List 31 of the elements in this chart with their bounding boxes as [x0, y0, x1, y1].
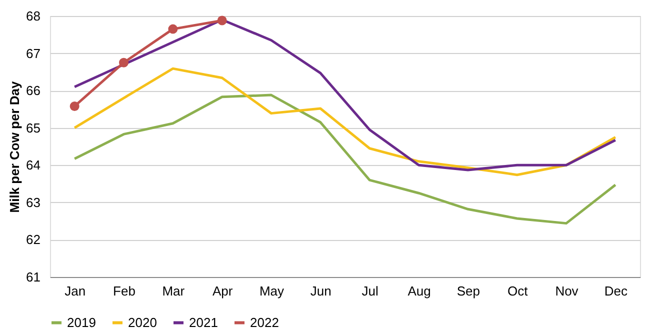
legend-label: 2019 [67, 314, 96, 330]
x-tick-label: Jun [310, 284, 332, 298]
line-series [73, 94, 617, 225]
legend-label: 2020 [128, 314, 157, 330]
x-tick-label: Oct [507, 284, 528, 298]
point [119, 58, 128, 68]
point [168, 24, 178, 34]
y-axis-title: Milk per Cow per Day [7, 80, 22, 213]
line-series [73, 67, 617, 176]
y-tick-label: 64 [26, 158, 40, 173]
legend-label: 2021 [189, 314, 218, 330]
y-tick-label: 63 [26, 194, 40, 210]
x-tick-label: Dec [604, 284, 628, 298]
x-tick-label: Nov [555, 284, 579, 298]
x-tick-label: Mar [162, 284, 186, 298]
x-tick-label: Jan [64, 284, 86, 298]
legend-label: 2022 [250, 314, 279, 330]
x-tick-label: Feb [113, 284, 136, 298]
x-tick-label: May [259, 284, 285, 298]
x-tick-label: Apr [212, 284, 234, 298]
point [217, 16, 227, 26]
x-tick-label: Aug [408, 284, 431, 298]
x-tick-label: Sep [456, 284, 480, 298]
y-tick-label: 67 [26, 46, 40, 61]
y-tick-label: 66 [26, 83, 40, 98]
point [70, 102, 80, 111]
y-tick-label: 61 [26, 270, 40, 284]
y-tick-label: 68 [26, 8, 40, 24]
x-tick-label: Jul [362, 284, 378, 298]
y-tick-label: 62 [26, 232, 40, 248]
y-tick-label: 65 [26, 120, 40, 136]
